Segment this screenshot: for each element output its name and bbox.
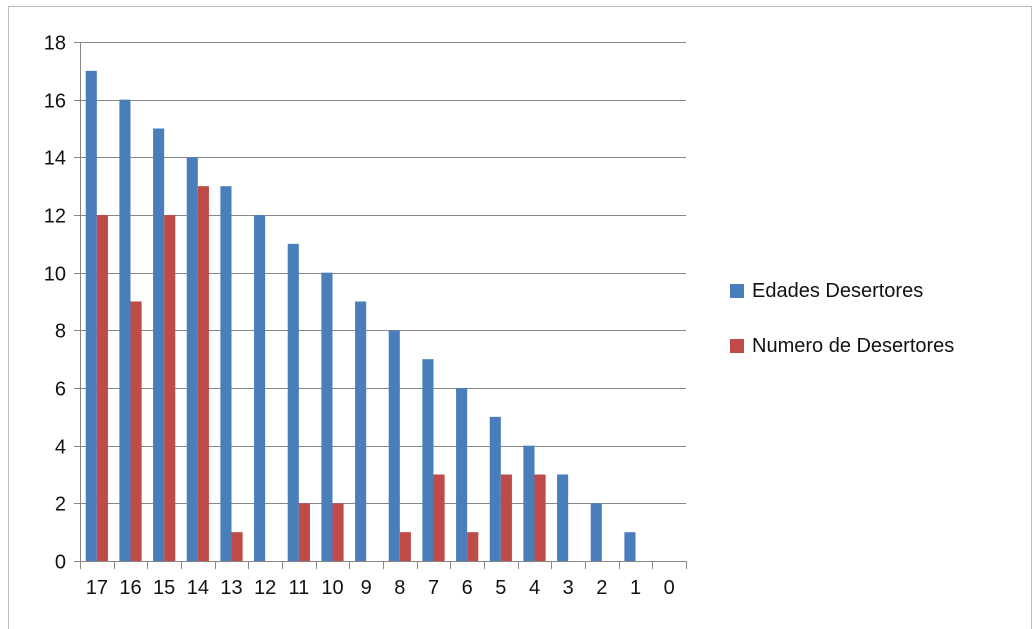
x-tick-label-8: 8 xyxy=(394,577,405,599)
bar-edades-4 xyxy=(523,445,535,561)
x-tick-label-4: 4 xyxy=(529,577,540,599)
y-tick-label-16: 16 xyxy=(44,91,66,113)
x-tick-label-0: 0 xyxy=(664,577,675,599)
x-tick-label-10: 10 xyxy=(321,577,343,599)
bar-numero-11 xyxy=(298,503,310,561)
bar-edades-13 xyxy=(220,186,232,561)
bar-numero-6 xyxy=(467,532,479,561)
bar-numero-14 xyxy=(197,186,209,561)
bar-edades-17 xyxy=(85,70,97,561)
bar-edades-5 xyxy=(489,416,501,561)
axes xyxy=(74,42,687,569)
bar-numero-8 xyxy=(399,532,411,561)
y-tick-label-4: 4 xyxy=(55,437,66,459)
bar-numero-5 xyxy=(500,474,512,561)
bars xyxy=(85,70,636,562)
bar-numero-4 xyxy=(534,474,546,561)
chart-frame xyxy=(8,6,1032,629)
x-tick-label-11: 11 xyxy=(288,577,309,599)
legend-swatch-numero xyxy=(730,339,744,353)
x-tick-label-12: 12 xyxy=(254,577,276,599)
y-tick-label-12: 12 xyxy=(44,206,66,228)
legend-label-numero: Numero de Desertores xyxy=(752,335,954,357)
y-tick-label-6: 6 xyxy=(55,379,66,401)
legend-label-edades: Edades Desertores xyxy=(752,280,923,302)
x-tick-label-1: 1 xyxy=(630,577,641,599)
bar-edades-14 xyxy=(186,157,198,562)
y-tick-label-8: 8 xyxy=(55,321,66,343)
gridlines xyxy=(80,42,686,504)
x-tick-labels: 17 16 15 14 13 12 11 10 9 8 7 6 5 4 3 2 1 0 xyxy=(86,577,675,599)
x-tick-label-16: 16 xyxy=(119,577,141,599)
bar-edades-10 xyxy=(321,272,333,561)
x-tick-label-2: 2 xyxy=(596,577,607,599)
x-tick-label-15: 15 xyxy=(153,577,175,599)
bar-edades-12 xyxy=(254,215,266,561)
legend: Edades Desertores Numero de Desertores xyxy=(730,280,954,357)
x-tick-label-13: 13 xyxy=(220,577,242,599)
y-tick-label-10: 10 xyxy=(44,264,66,286)
bar-edades-11 xyxy=(287,243,299,562)
y-tick-label-14: 14 xyxy=(44,148,66,170)
x-tick-label-5: 5 xyxy=(495,577,506,599)
y-tick-label-2: 2 xyxy=(55,494,66,516)
bar-edades-15 xyxy=(153,128,165,561)
bar-edades-1 xyxy=(624,532,636,561)
x-tick-label-3: 3 xyxy=(563,577,574,599)
bar-numero-10 xyxy=(332,503,344,561)
bar-edades-8 xyxy=(388,330,400,561)
y-tick-labels: 0 2 4 6 8 10 12 14 16 18 xyxy=(44,33,66,574)
x-tick-label-7: 7 xyxy=(428,577,439,599)
bar-numero-7 xyxy=(433,474,445,561)
bar-edades-9 xyxy=(355,301,367,561)
bar-edades-3 xyxy=(557,474,569,561)
x-tick-label-9: 9 xyxy=(361,577,372,599)
x-tick-label-14: 14 xyxy=(187,577,209,599)
y-tick-label-18: 18 xyxy=(44,33,66,55)
x-tick-label-6: 6 xyxy=(462,577,473,599)
bar-edades-16 xyxy=(119,99,131,562)
y-tick-label-0: 0 xyxy=(55,552,66,574)
bar-numero-17 xyxy=(96,215,108,561)
bar-numero-13 xyxy=(231,532,243,561)
bar-numero-15 xyxy=(164,215,176,561)
bar-edades-2 xyxy=(590,503,602,561)
x-tick-label-17: 17 xyxy=(86,577,108,599)
legend-swatch-edades xyxy=(730,284,744,298)
bar-edades-6 xyxy=(456,388,468,561)
bar-numero-16 xyxy=(130,301,142,561)
bar-edades-7 xyxy=(422,359,434,561)
